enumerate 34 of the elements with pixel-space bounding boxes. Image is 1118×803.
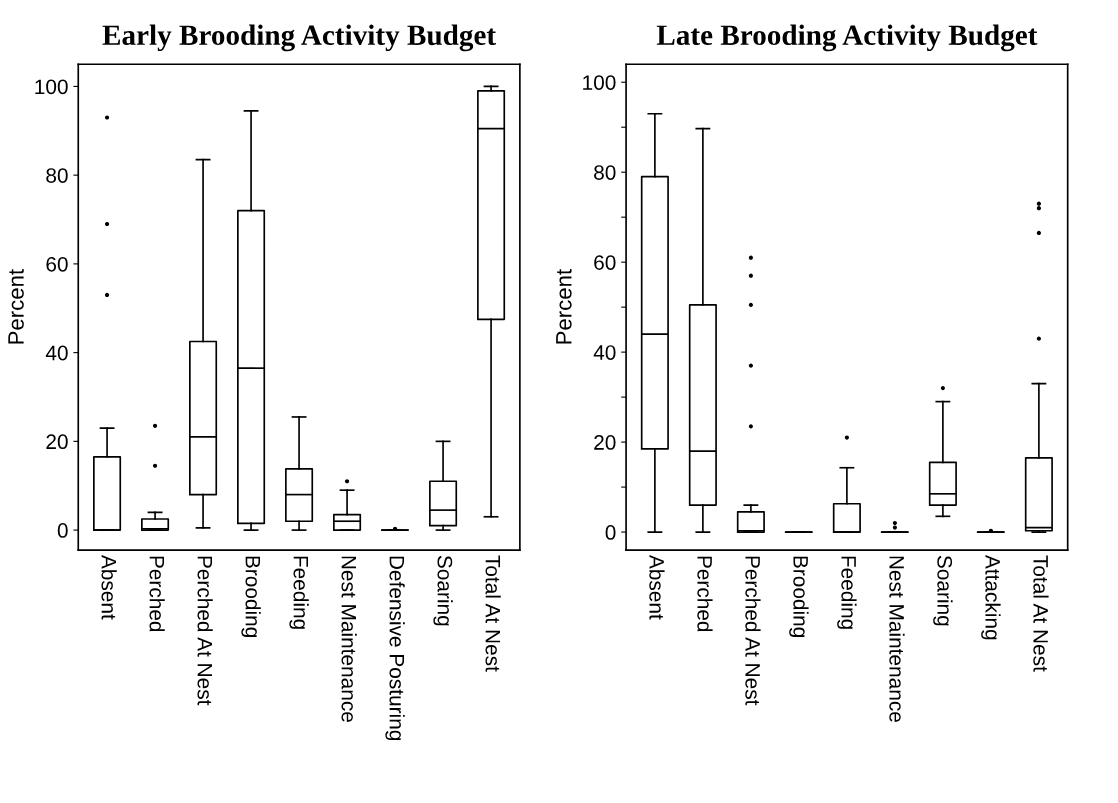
y-axis-title: Percent	[556, 269, 572, 344]
x-tick-label: Feeding	[837, 556, 857, 629]
y-tick-label: 20	[594, 435, 616, 450]
x-tick-label: Soaring	[433, 555, 453, 626]
y-tick-label: 0	[605, 525, 616, 540]
y-tick-label: 40	[45, 345, 68, 361]
x-tick-label: Nest Maintenance	[341, 556, 357, 722]
x-tick-label: Brooding	[789, 556, 809, 637]
y-tick-label: 20	[46, 434, 68, 450]
y-tick-label: 80	[46, 168, 68, 183]
x-tick-label: Absent	[649, 554, 665, 620]
y-tick-label: 80	[594, 165, 616, 180]
y-tick-label: 40	[593, 345, 616, 360]
y-tick-label: 100	[35, 79, 68, 95]
x-tick-label: Total At Nest	[485, 555, 501, 672]
x-tick-label: Perched At Nest	[745, 556, 761, 706]
x-tick-label: Attacking	[981, 554, 1001, 640]
chart-title: Early Brooding Activity Budget	[102, 24, 496, 52]
y-tick-label: 0	[57, 523, 68, 538]
x-tick-label: Absent	[101, 554, 117, 620]
x-tick-label: Brooding	[241, 556, 261, 637]
x-tick-label: Feeding	[289, 556, 309, 629]
x-tick-label: Perched	[149, 556, 165, 632]
x-tick-label: Soaring	[933, 555, 953, 626]
y-tick-label: 60	[594, 255, 616, 270]
x-tick-label: Total At Nest	[1033, 555, 1049, 672]
y-tick-label: 100	[583, 75, 616, 90]
x-tick-label: Nest Maintenance	[889, 556, 905, 722]
y-tick-label: 60	[46, 256, 68, 272]
x-tick-label: Perched	[697, 556, 713, 632]
x-tick-label: Defensive Posturing	[385, 556, 405, 741]
x-tick-label: Perched At Nest	[197, 556, 213, 706]
chart-title: Late Brooding Activity Budget	[656, 24, 1038, 52]
y-axis-title: Percent	[8, 269, 24, 344]
